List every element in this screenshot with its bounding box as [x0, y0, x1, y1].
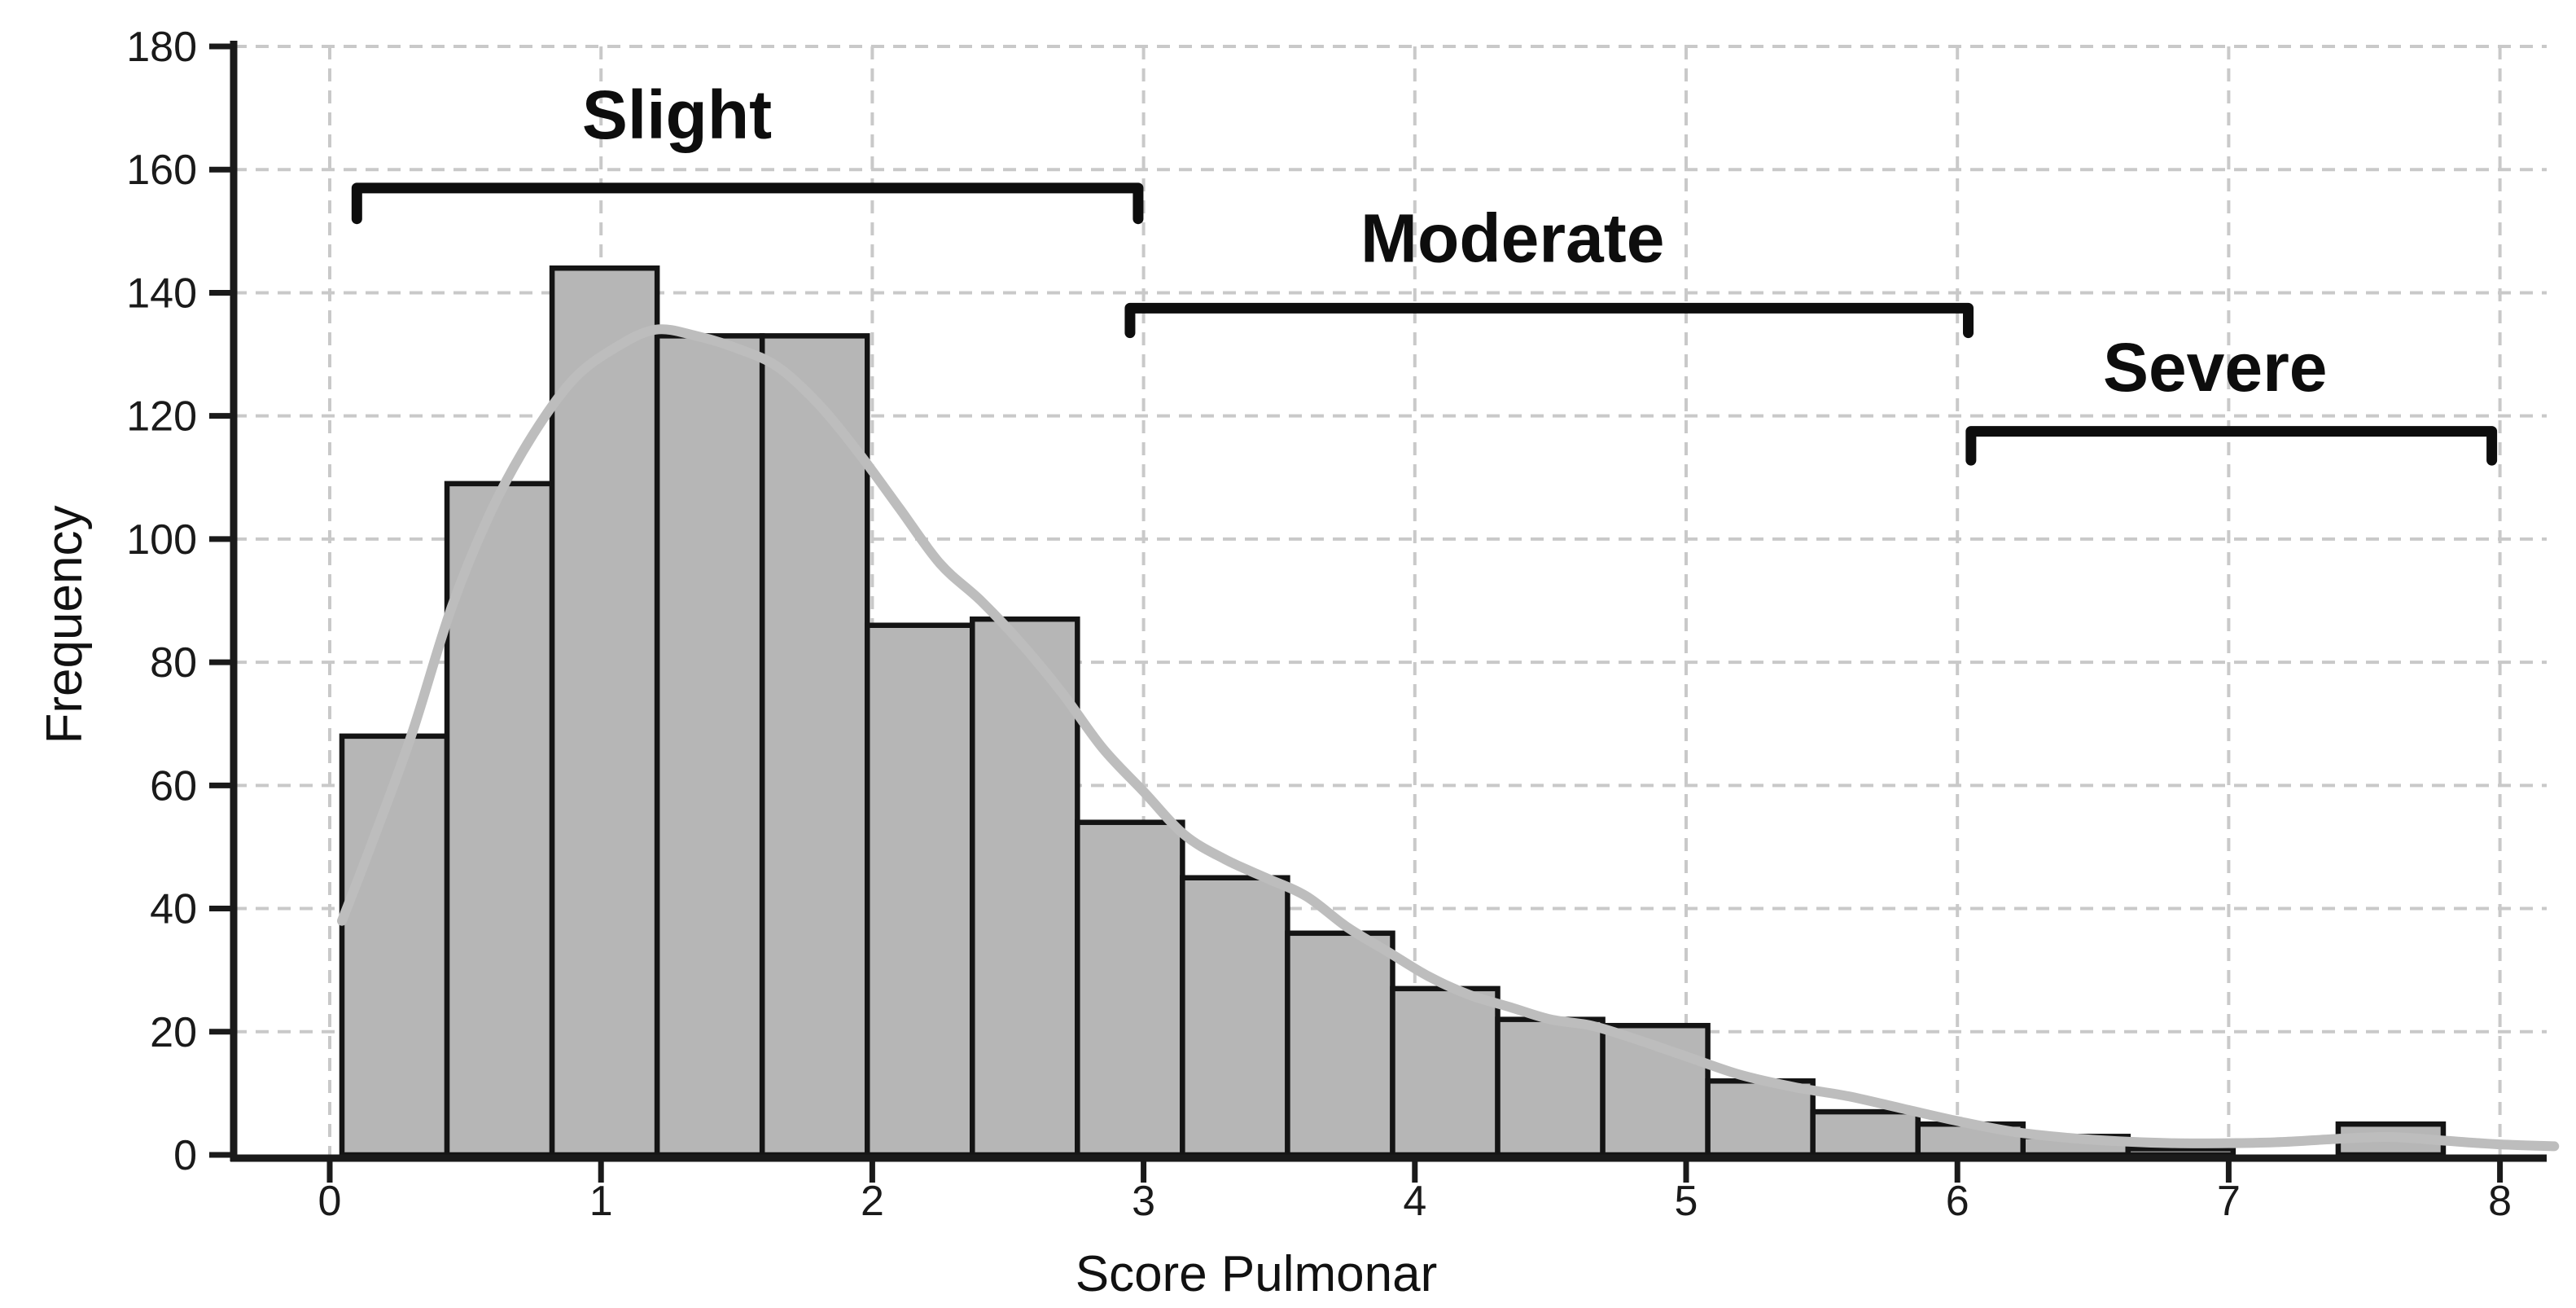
- histogram-bar: [864, 622, 975, 1158]
- bracket-label-severe: Severe: [2103, 329, 2328, 406]
- y-tick-label: 0: [173, 1132, 197, 1179]
- kde-curve: [336, 324, 2560, 1152]
- histogram-bar: [1180, 875, 1290, 1158]
- histogram-bar: [1495, 1016, 1606, 1158]
- y-tick-labels: 0 20 40 60 80 100 120 140 160 180: [126, 24, 197, 1179]
- bracket-moderate: [1124, 302, 1974, 339]
- histogram-bar: [654, 333, 765, 1158]
- x-tick-label: 4: [1403, 1178, 1426, 1225]
- x-tick-label: 6: [1946, 1178, 1969, 1225]
- y-tick-label: 140: [126, 270, 197, 317]
- y-tick-label: 120: [126, 393, 197, 441]
- x-axis-title: Score Pulmonar: [1076, 1246, 1438, 1302]
- histogram-bar: [339, 733, 450, 1158]
- y-tick-label: 100: [126, 516, 197, 564]
- bracket-slight: [351, 182, 1144, 225]
- histogram-bar: [1810, 1108, 1921, 1158]
- x-tick-labels: 0 1 2 3 4 5 6 7 8: [318, 1178, 2512, 1225]
- x-tick-label: 1: [589, 1178, 613, 1225]
- x-tick-label: 8: [2488, 1178, 2512, 1225]
- histogram-bar: [1390, 985, 1500, 1158]
- y-tick-label: 80: [150, 639, 197, 687]
- y-tick-label: 180: [126, 24, 197, 71]
- histogram-bar: [1285, 930, 1395, 1158]
- y-tick-label: 40: [150, 886, 197, 933]
- y-tick-label: 160: [126, 147, 197, 194]
- y-tick-label: 60: [150, 762, 197, 810]
- histogram-bar: [759, 333, 870, 1158]
- x-tick-label: 7: [2217, 1178, 2241, 1225]
- x-tick-label: 0: [318, 1178, 342, 1225]
- axes: [209, 41, 2547, 1183]
- bracket-label-slight: Slight: [582, 77, 772, 153]
- histogram-bar: [1075, 819, 1185, 1158]
- histogram-bar: [549, 265, 660, 1158]
- x-tick-label: 3: [1132, 1178, 1155, 1225]
- y-axis-title: Frequency: [37, 506, 93, 744]
- bracket-label-moderate: Moderate: [1360, 200, 1664, 276]
- severity-brackets: Slight Moderate Severe: [351, 77, 2498, 466]
- x-tick-label: 5: [1675, 1178, 1698, 1225]
- bracket-severe: [1965, 426, 2498, 466]
- y-tick-label: 20: [150, 1009, 197, 1056]
- histogram-bars: [339, 265, 2447, 1158]
- x-tick-label: 2: [861, 1178, 884, 1225]
- histogram-bar: [2125, 1146, 2236, 1158]
- histogram-bar: [970, 616, 1080, 1158]
